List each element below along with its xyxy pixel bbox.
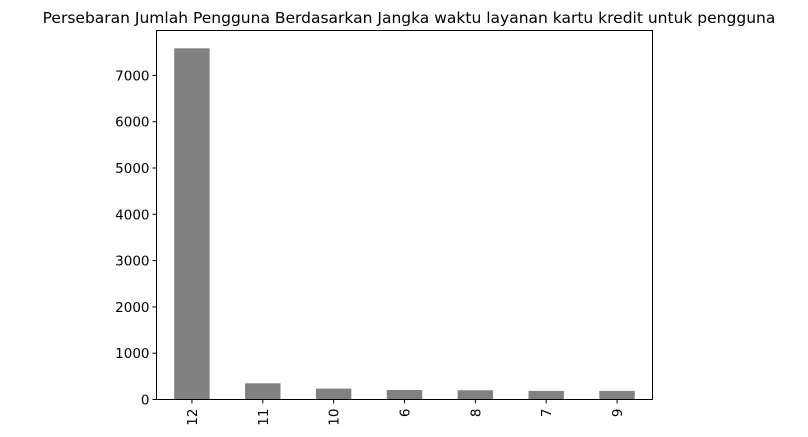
bar-10 (315, 388, 352, 400)
y-tick-label: 1000 (115, 346, 149, 362)
x-tick-label: 10 (327, 409, 343, 426)
x-tick-label: 9 (610, 409, 626, 418)
x-tick-label: 8 (468, 409, 484, 418)
y-tick-label: 4000 (115, 207, 149, 223)
bars-group (174, 48, 635, 400)
y-tick-label: 5000 (115, 161, 149, 177)
bar-8 (457, 390, 494, 400)
bar-12 (174, 48, 210, 400)
x-tick-label: 11 (256, 409, 272, 426)
y-tick-label: 0 (141, 393, 150, 409)
chart-title: Persebaran Jumlah Pengguna Berdasarkan J… (43, 9, 776, 27)
bar-7 (528, 390, 564, 400)
x-tick-label: 6 (398, 409, 414, 418)
y-tick-label: 2000 (115, 300, 149, 316)
y-tick-label: 3000 (115, 254, 149, 270)
bar-9 (599, 390, 635, 400)
y-tick-label: 7000 (115, 68, 149, 84)
x-tick-label: 12 (185, 409, 201, 426)
plot-frame (156, 30, 653, 400)
y-tick-label: 6000 (115, 115, 149, 131)
x-tick-label: 7 (539, 409, 555, 418)
bar-6 (386, 390, 423, 400)
x-axis: 12 11 10 6 8 7 9 (185, 399, 626, 426)
bar-11 (245, 383, 281, 400)
y-axis: 0 1000 2000 3000 4000 5000 6000 7000 (115, 68, 157, 409)
